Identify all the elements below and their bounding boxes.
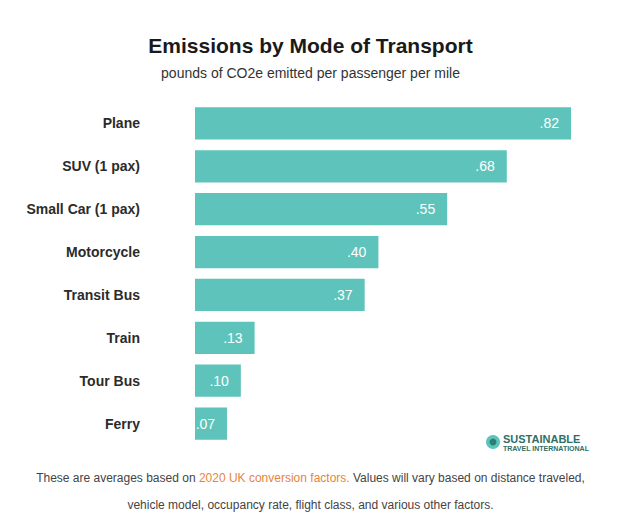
svg-text:pounds of CO2e emitted per pas: pounds of CO2e emitted per passenger per… xyxy=(161,65,460,81)
svg-text:Emissions by Mode of Transport: Emissions by Mode of Transport xyxy=(148,34,472,57)
svg-text:.40: .40 xyxy=(347,244,367,260)
svg-text:Transit Bus: Transit Bus xyxy=(64,287,140,303)
svg-text:.13: .13 xyxy=(223,330,243,346)
svg-text:SUSTAINABLE: SUSTAINABLE xyxy=(503,433,580,445)
svg-text:2020 UK conversion factors.: 2020 UK conversion factors. xyxy=(199,471,350,485)
svg-text:.55: .55 xyxy=(416,201,436,217)
svg-text:.07: .07 xyxy=(196,416,216,432)
svg-text:Tour Bus: Tour Bus xyxy=(80,373,141,389)
svg-text:Plane: Plane xyxy=(103,115,141,131)
svg-text:SUV (1 pax): SUV (1 pax) xyxy=(62,158,140,174)
svg-text:Train: Train xyxy=(107,330,140,346)
svg-text:TRAVEL INTERNATIONAL: TRAVEL INTERNATIONAL xyxy=(503,445,590,452)
svg-text:Motorcycle: Motorcycle xyxy=(66,244,140,260)
svg-text:vehicle model, occupancy rate,: vehicle model, occupancy rate, flight cl… xyxy=(127,498,493,512)
svg-text:Small Car (1 pax): Small Car (1 pax) xyxy=(26,201,140,217)
svg-text:These are averages based on: These are averages based on xyxy=(36,471,199,485)
svg-text:.10: .10 xyxy=(209,373,229,389)
svg-text:Ferry: Ferry xyxy=(105,416,140,432)
svg-text:.37: .37 xyxy=(333,287,353,303)
svg-text:.82: .82 xyxy=(540,115,560,131)
svg-text:Values will vary based on dist: Values will vary based on distance trave… xyxy=(350,471,585,485)
svg-text:.68: .68 xyxy=(475,158,495,174)
